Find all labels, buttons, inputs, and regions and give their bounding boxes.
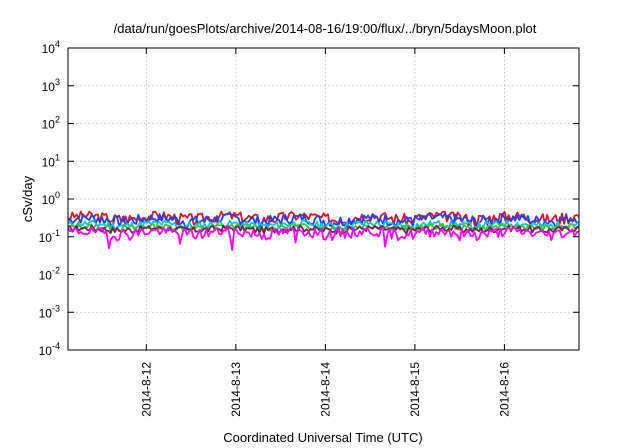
y-tick-label: 10-3	[39, 303, 60, 320]
y-tick-label: 10-1	[39, 228, 60, 245]
series-line	[67, 222, 580, 233]
y-tick-label: 103	[42, 77, 60, 94]
series-line	[67, 226, 580, 251]
x-tick-label: 2014-8-12	[139, 362, 153, 417]
x-axis-label: Coordinated Universal Time (UTC)	[223, 430, 422, 445]
y-axis-ticks: 10-4 10-3 10-2 10-1 100 101 102 103 104	[39, 39, 579, 358]
chart-title: /data/run/goesPlots/archive/2014-08-16/1…	[114, 21, 537, 36]
y-tick-label: 101	[42, 152, 60, 169]
y-axis-label: cSv/day	[20, 175, 35, 222]
x-tick-label: 2014-8-13	[229, 362, 243, 417]
x-tick-label: 2014-8-14	[318, 362, 332, 417]
x-axis-ticks: 2014-8-12 2014-8-13 2014-8-14 2014-8-15 2014…	[139, 48, 511, 417]
y-tick-label: 104	[42, 39, 60, 56]
y-tick-label: 102	[42, 115, 60, 132]
grid-lines	[68, 48, 579, 350]
x-tick-label: 2014-8-15	[408, 362, 422, 417]
y-tick-label: 10-4	[39, 341, 60, 358]
data-series	[67, 210, 580, 251]
y-tick-label: 10-2	[39, 266, 60, 283]
series-line	[67, 224, 580, 235]
y-tick-label: 100	[42, 190, 60, 207]
x-tick-label: 2014-8-16	[497, 362, 511, 417]
series-line	[67, 210, 580, 227]
